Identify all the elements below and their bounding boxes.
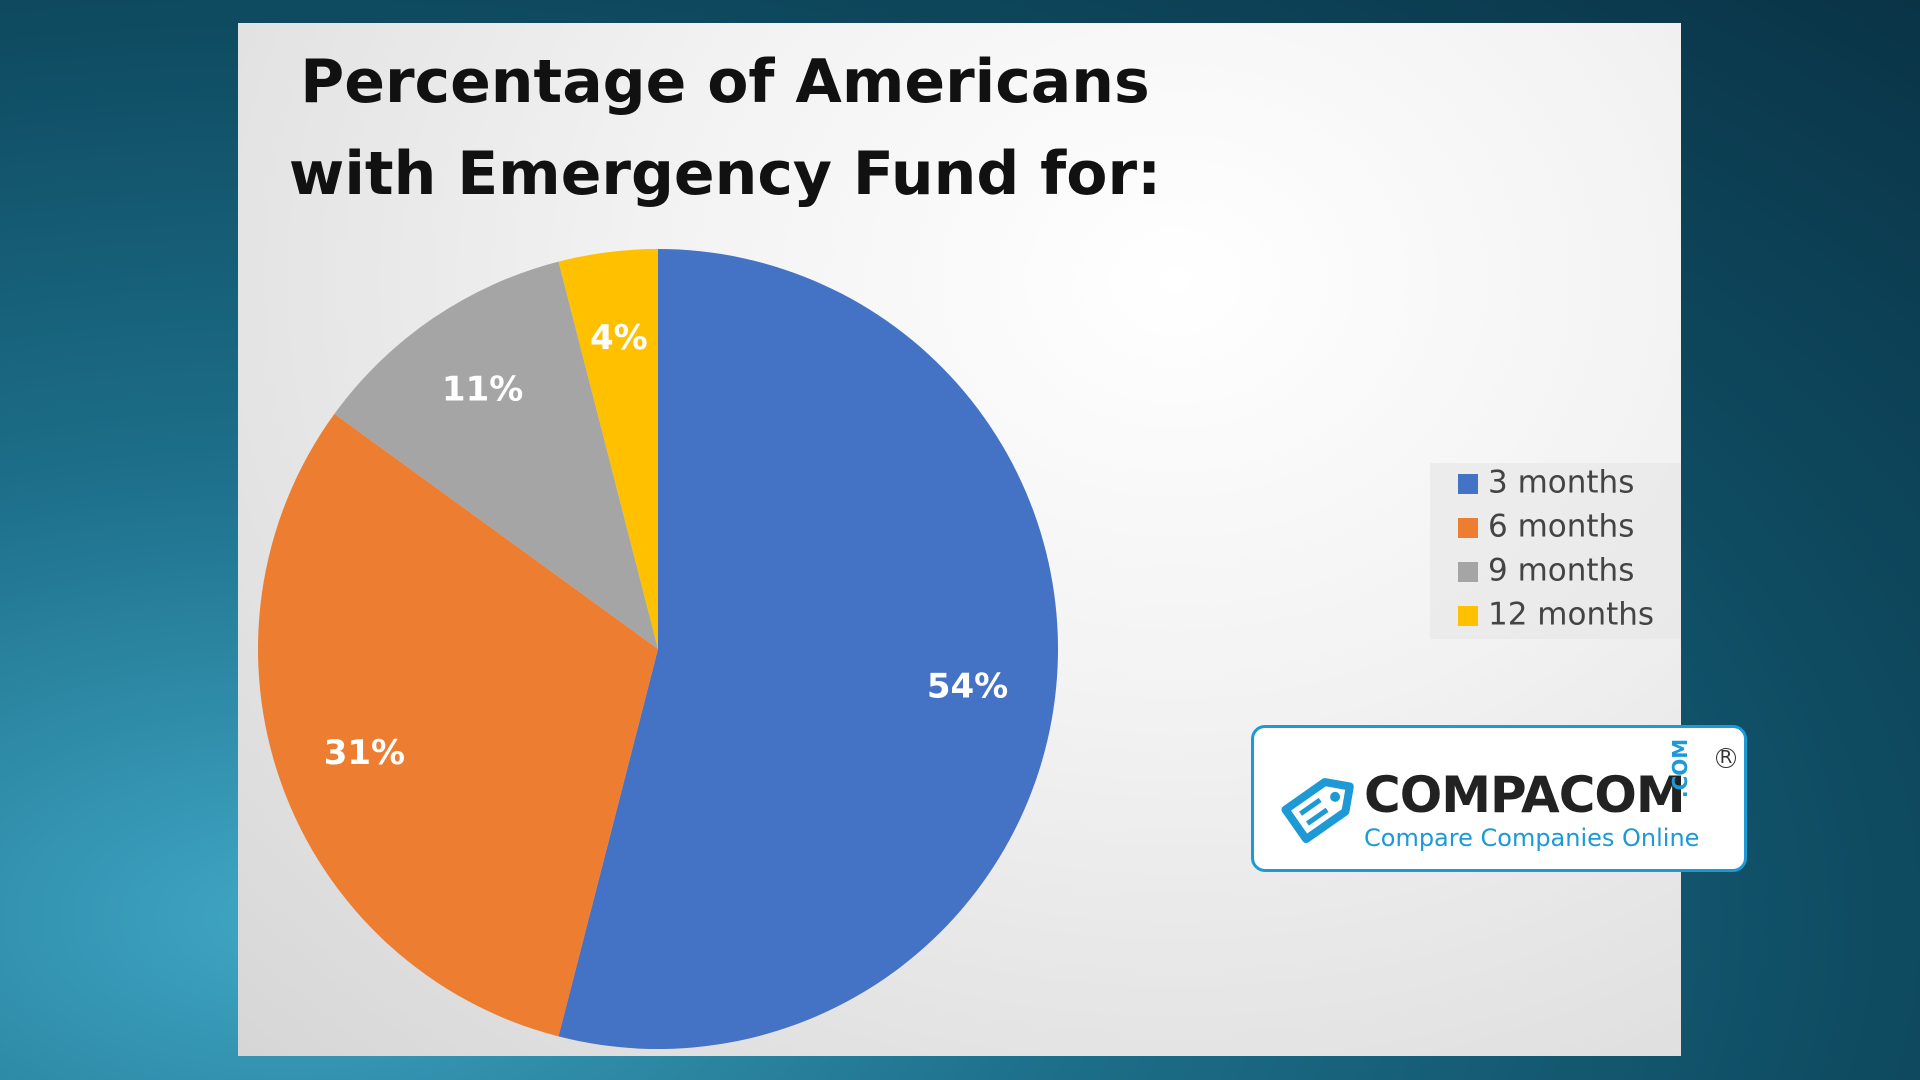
legend-label: 3 months [1488, 465, 1634, 501]
legend-label: 12 months [1488, 597, 1654, 633]
slice-label: 4% [590, 318, 648, 358]
pie-slice [257, 413, 658, 1037]
slice-label: 11% [442, 369, 523, 409]
legend-swatch [1458, 562, 1478, 582]
legend-swatch [1458, 474, 1478, 494]
legend-label: 6 months [1488, 509, 1634, 545]
pie-slice [334, 261, 658, 649]
logo-suffix: .COM [1668, 738, 1692, 798]
logo-registered: R [1716, 748, 1736, 768]
logo-icon [1281, 778, 1354, 844]
legend-swatch [1458, 606, 1478, 626]
logo: COMPACOM Compare Companies Online .COM R [1251, 725, 1747, 872]
pie-slice [558, 249, 658, 649]
logo-name: COMPACOM [1364, 766, 1686, 824]
legend-label: 9 months [1488, 553, 1634, 589]
slice-label: 54% [927, 667, 1008, 707]
logo-tagline: Compare Companies Online [1364, 824, 1700, 852]
slice-label: 31% [324, 733, 405, 773]
legend-swatch [1458, 518, 1478, 538]
chart-title: Percentage of Americans with Emergency F… [288, 47, 1162, 209]
pie-slice [558, 249, 1058, 1049]
